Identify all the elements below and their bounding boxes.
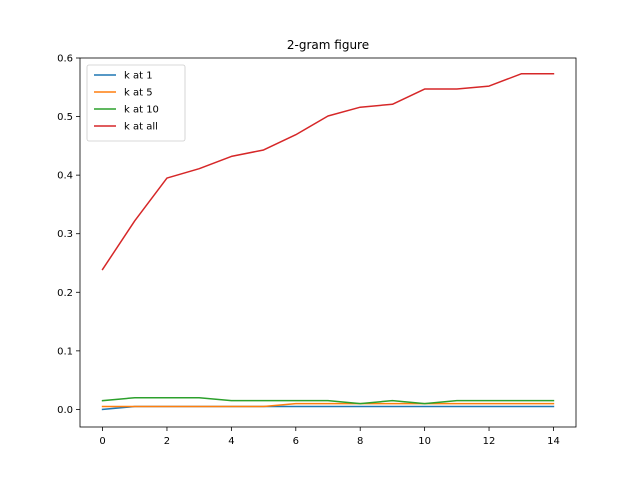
y-tick-label: 0.5 (57, 112, 73, 123)
x-tick-label: 10 (418, 436, 431, 447)
x-tick-label: 4 (228, 436, 234, 447)
legend-label-3: k at 10 (124, 105, 159, 116)
x-tick-label: 6 (293, 436, 299, 447)
legend-label-4: k at all (124, 122, 158, 133)
y-axis: 0.0 0.1 0.2 0.3 0.4 0.5 0.6 (57, 54, 80, 416)
y-tick-label: 0.4 (57, 171, 73, 182)
y-tick-label: 0.6 (57, 54, 73, 65)
legend: k at 1 k at 5 k at 10 k at all (86, 64, 186, 142)
legend-label-1: k at 1 (124, 71, 153, 82)
series-line-4 (101, 73, 555, 271)
chart-title: 2-gram figure (287, 38, 369, 52)
axes-frame (79, 57, 577, 428)
plot-area (79, 57, 577, 428)
y-tick-label: 0.1 (57, 346, 73, 357)
y-tick-label: 0.0 (57, 405, 73, 416)
x-tick-label: 14 (547, 436, 560, 447)
x-tick-label: 8 (357, 436, 363, 447)
legend-label-2: k at 5 (124, 88, 153, 99)
legend-box (86, 64, 186, 142)
x-tick-label: 0 (99, 436, 105, 447)
y-tick-label: 0.3 (57, 229, 73, 240)
x-tick-label: 2 (164, 436, 170, 447)
x-tick-label: 12 (483, 436, 496, 447)
x-axis: 0 2 4 6 8 10 12 14 (99, 427, 560, 447)
y-tick-label: 0.2 (57, 288, 73, 299)
series-line-3 (101, 396, 555, 405)
series-line-2 (101, 402, 555, 408)
